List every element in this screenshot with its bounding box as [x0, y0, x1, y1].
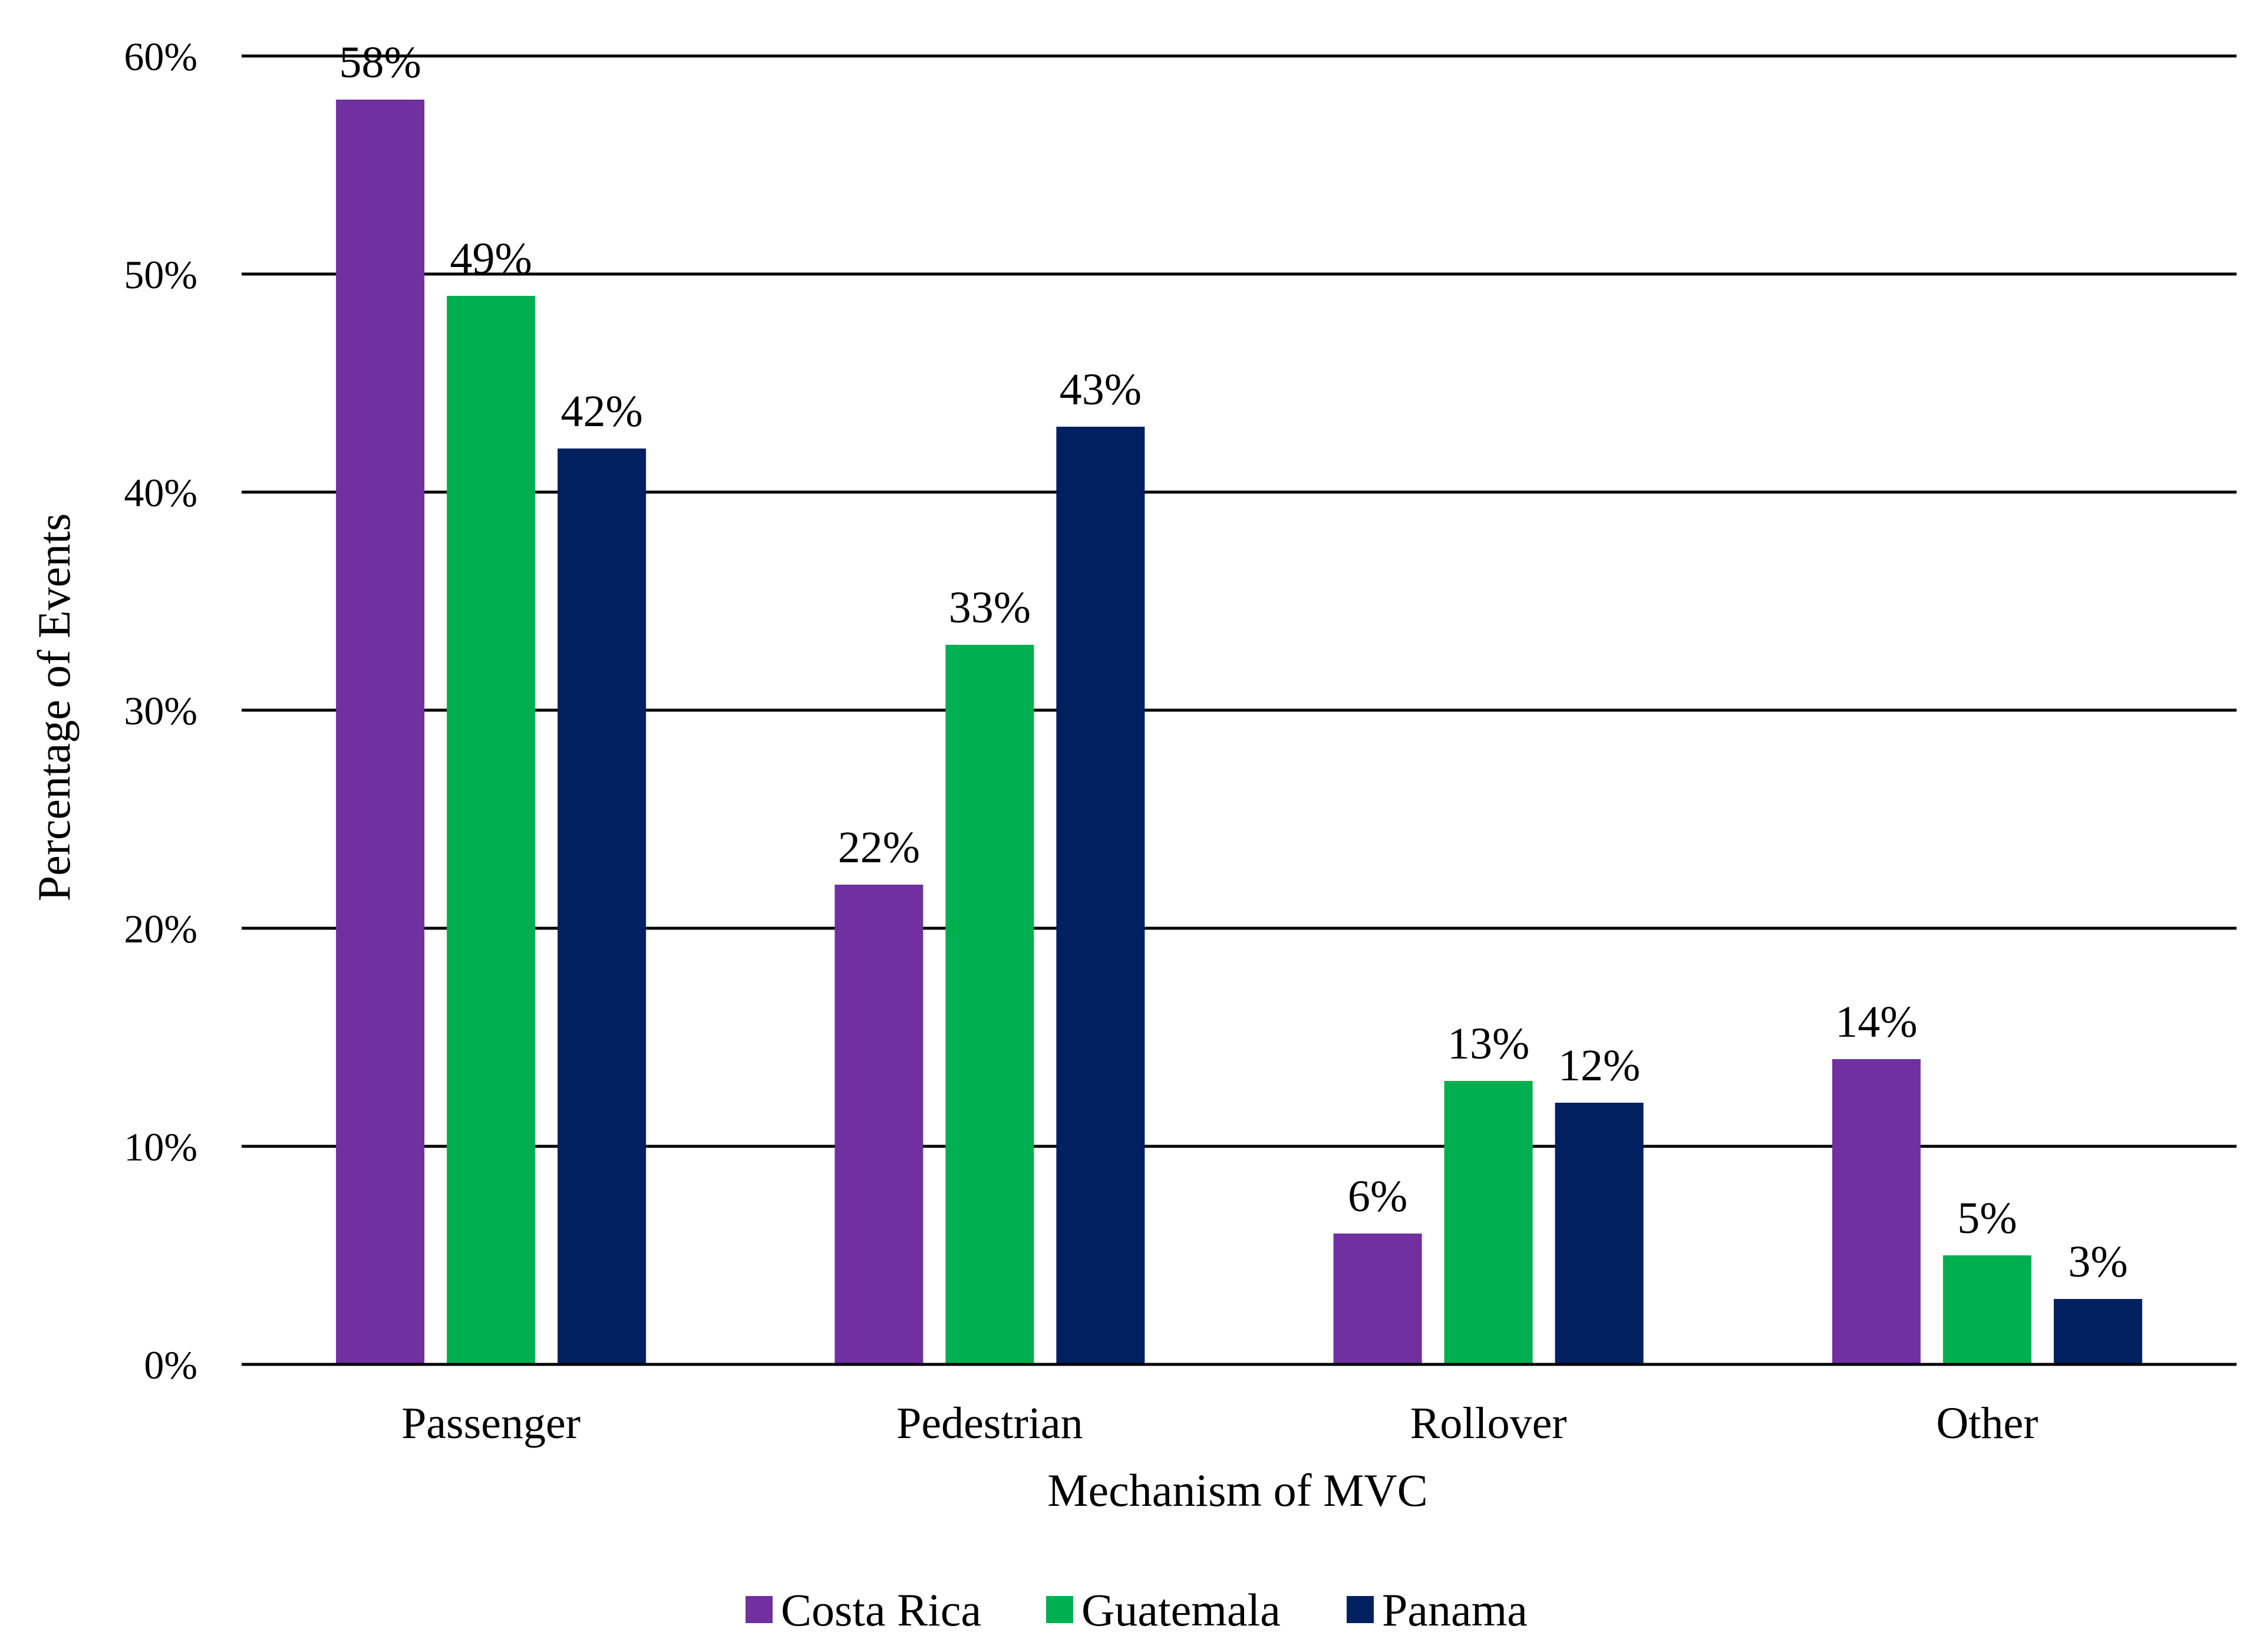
data-label-rollover-panama: 12%: [1558, 1041, 1640, 1090]
data-label-other-costa-rica: 14%: [1835, 997, 1917, 1047]
data-label-passenger-panama: 42%: [560, 387, 642, 436]
data-labels: 58% 49% 42% 22% 33% 43% 6% 13% 12% 14% 5% 3%: [339, 38, 2128, 1287]
data-label-rollover-guatemala: 13%: [1447, 1019, 1529, 1069]
legend-label: Guatemala: [1081, 1584, 1281, 1635]
bar-pedestrian-costa-rica: [835, 885, 923, 1364]
data-label-passenger-costa-rica: 58%: [339, 38, 421, 87]
bar-passenger-guatemala: [447, 296, 536, 1364]
legend-swatch-panama: [1347, 1596, 1374, 1623]
y-tick-label: 10%: [124, 1125, 197, 1169]
bar-rollover-costa-rica: [1333, 1234, 1422, 1364]
y-tick-label: 40%: [124, 470, 197, 515]
y-tick-label: 50%: [124, 252, 197, 297]
x-axis-categories: Passenger Pedestrian Rollover Other: [401, 1399, 2038, 1448]
bar-passenger-panama: [558, 449, 647, 1364]
legend-label: Panama: [1382, 1584, 1528, 1635]
bar-other-panama: [2053, 1299, 2142, 1364]
x-category-label: Passenger: [401, 1399, 581, 1448]
data-label-other-panama: 3%: [2068, 1237, 2128, 1287]
data-label-passenger-guatemala: 49%: [450, 234, 532, 283]
data-label-rollover-costa-rica: 6%: [1348, 1172, 1407, 1221]
x-category-label: Rollover: [1410, 1399, 1567, 1448]
legend-swatch-costa-rica: [746, 1596, 773, 1623]
y-tick-label: 20%: [124, 906, 197, 951]
bar-other-guatemala: [1942, 1255, 2031, 1364]
bar-rollover-panama: [1555, 1103, 1644, 1364]
data-label-other-guatemala: 5%: [1957, 1193, 2017, 1243]
data-label-pedestrian-guatemala: 33%: [949, 583, 1031, 632]
legend: Costa Rica Guatemala Panama: [746, 1584, 1528, 1635]
bar-other-costa-rica: [1832, 1059, 1921, 1364]
y-tick-label: 60%: [124, 34, 197, 79]
y-axis-ticks: 0% 10% 20% 30% 40% 50% 60%: [124, 34, 197, 1387]
x-category-label: Pedestrian: [896, 1399, 1083, 1448]
data-label-pedestrian-panama: 43%: [1060, 365, 1142, 414]
y-tick-label: 30%: [124, 688, 197, 733]
y-tick-label: 0%: [144, 1343, 197, 1387]
bar-pedestrian-panama: [1056, 427, 1145, 1364]
bar-pedestrian-guatemala: [945, 645, 1034, 1364]
bars: [242, 100, 2237, 1366]
data-label-pedestrian-costa-rica: 22%: [838, 823, 920, 872]
legend-label: Costa Rica: [781, 1584, 981, 1635]
y-axis-title: Percentage of Events: [28, 513, 80, 901]
gridlines: [242, 54, 2237, 1366]
x-axis-title: Mechanism of MVC: [1047, 1465, 1428, 1516]
bar-rollover-guatemala: [1444, 1081, 1533, 1364]
bar-passenger-costa-rica: [336, 100, 425, 1364]
legend-swatch-guatemala: [1046, 1596, 1073, 1623]
x-category-label: Other: [1936, 1399, 2038, 1448]
